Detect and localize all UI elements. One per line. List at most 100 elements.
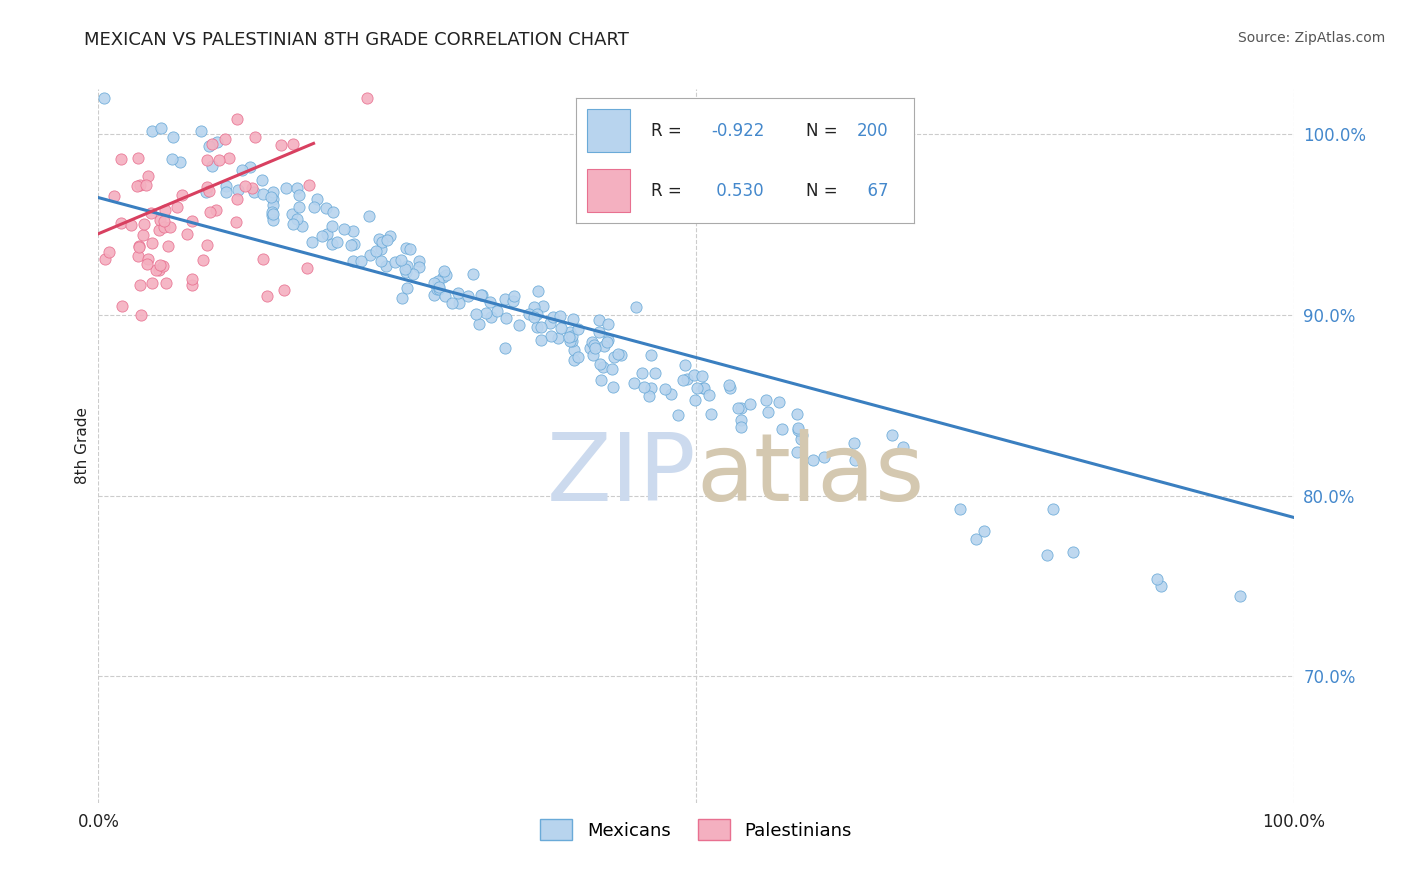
Point bbox=[262, 207, 284, 221]
Point bbox=[226, 183, 249, 197]
Point bbox=[145, 263, 167, 277]
Point bbox=[368, 232, 391, 246]
Point bbox=[93, 91, 115, 105]
Point bbox=[630, 366, 652, 380]
Point bbox=[567, 322, 589, 336]
Point bbox=[457, 289, 479, 303]
Point bbox=[288, 200, 311, 214]
Point bbox=[730, 420, 752, 434]
Point bbox=[610, 348, 633, 362]
Point bbox=[326, 235, 349, 249]
Point bbox=[395, 241, 418, 255]
Point bbox=[169, 155, 191, 169]
Point bbox=[693, 381, 716, 395]
Point bbox=[389, 252, 412, 267]
Point bbox=[638, 389, 661, 403]
Point bbox=[132, 227, 155, 242]
Point bbox=[540, 329, 562, 343]
Point bbox=[233, 179, 256, 194]
Point bbox=[468, 318, 491, 332]
Point bbox=[1062, 545, 1084, 559]
Point bbox=[149, 258, 172, 272]
Point bbox=[129, 178, 152, 192]
Point bbox=[288, 187, 311, 202]
Point bbox=[283, 136, 305, 151]
Point bbox=[205, 202, 228, 217]
Point bbox=[159, 219, 181, 234]
Point bbox=[370, 235, 392, 249]
Point bbox=[215, 185, 238, 199]
Point bbox=[148, 263, 170, 277]
Point bbox=[194, 186, 217, 200]
Point bbox=[786, 407, 808, 421]
Point bbox=[214, 132, 236, 146]
Point bbox=[561, 329, 583, 343]
Point bbox=[965, 533, 987, 547]
Point bbox=[434, 289, 457, 303]
Point bbox=[449, 295, 471, 310]
Point bbox=[191, 253, 214, 268]
Point bbox=[738, 397, 761, 411]
Point bbox=[359, 248, 381, 262]
Point bbox=[149, 213, 172, 227]
Point bbox=[683, 393, 706, 408]
Point bbox=[596, 317, 619, 331]
Point bbox=[427, 280, 450, 294]
Point bbox=[127, 151, 149, 165]
Point bbox=[666, 408, 689, 422]
Point bbox=[378, 228, 401, 243]
Point bbox=[598, 333, 620, 347]
Text: Source: ZipAtlas.com: Source: ZipAtlas.com bbox=[1237, 31, 1385, 45]
Point bbox=[136, 169, 159, 184]
Point bbox=[262, 213, 284, 227]
Point bbox=[252, 187, 274, 202]
FancyBboxPatch shape bbox=[586, 169, 630, 211]
Point bbox=[322, 205, 344, 219]
Point bbox=[602, 380, 624, 394]
Point bbox=[479, 310, 502, 324]
Point bbox=[787, 421, 810, 435]
Point bbox=[475, 305, 498, 319]
Point bbox=[111, 299, 134, 313]
Point bbox=[243, 185, 266, 199]
Point bbox=[606, 346, 628, 360]
Point bbox=[350, 254, 373, 268]
Point bbox=[273, 283, 295, 297]
Point bbox=[197, 184, 219, 198]
Point bbox=[692, 381, 714, 395]
Point bbox=[262, 205, 284, 219]
Point bbox=[281, 207, 304, 221]
Text: R =: R = bbox=[651, 182, 682, 200]
Point bbox=[1229, 589, 1251, 603]
Point bbox=[786, 423, 808, 437]
Point bbox=[162, 152, 184, 166]
Point bbox=[1150, 579, 1173, 593]
Point bbox=[127, 249, 149, 263]
Point bbox=[110, 216, 132, 230]
Point bbox=[440, 296, 463, 310]
Point bbox=[486, 304, 509, 318]
Point bbox=[231, 162, 253, 177]
Point bbox=[697, 387, 720, 401]
Point bbox=[103, 189, 125, 203]
Point bbox=[471, 287, 494, 301]
Y-axis label: 8th Grade: 8th Grade bbox=[75, 408, 90, 484]
Point bbox=[429, 282, 451, 296]
Point bbox=[285, 212, 308, 227]
Point bbox=[129, 277, 152, 292]
Point bbox=[494, 341, 516, 355]
Point bbox=[426, 282, 449, 296]
Point bbox=[195, 153, 218, 167]
Point bbox=[342, 223, 364, 237]
Point bbox=[225, 112, 247, 127]
Point bbox=[588, 313, 610, 327]
Point bbox=[880, 428, 903, 442]
Point bbox=[461, 268, 484, 282]
Point bbox=[470, 288, 492, 302]
Point bbox=[541, 310, 564, 324]
Point bbox=[384, 255, 406, 269]
Point bbox=[842, 436, 865, 450]
Point bbox=[195, 237, 218, 252]
Point bbox=[600, 362, 623, 376]
Point bbox=[1042, 501, 1064, 516]
